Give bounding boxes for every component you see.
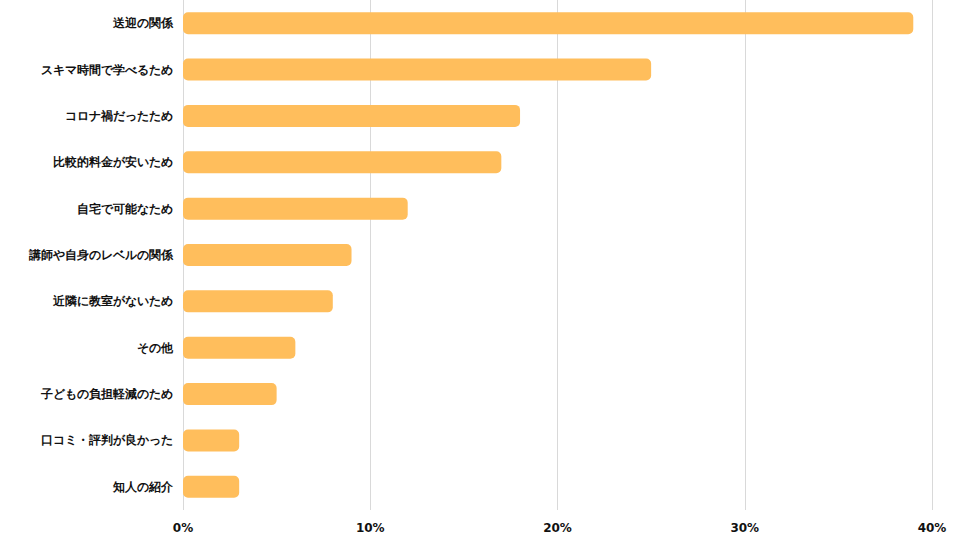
svg-text:10%: 10%	[356, 521, 385, 535]
svg-text:0%: 0%	[173, 521, 193, 535]
svg-text:自宅で可能なため: 自宅で可能なため	[77, 202, 173, 216]
svg-text:子どもの負担軽減のため: 子どもの負担軽減のため	[40, 387, 173, 401]
svg-text:40%: 40%	[918, 521, 947, 535]
svg-text:スキマ時間で学べるため: スキマ時間で学べるため	[41, 63, 173, 77]
svg-text:近隣に教室がないため: 近隣に教室がないため	[52, 294, 173, 308]
svg-text:送迎の関係: 送迎の関係	[112, 16, 174, 30]
svg-text:その他: その他	[137, 341, 174, 355]
svg-text:コロナ禍だったため: コロナ禍だったため	[65, 109, 173, 123]
svg-text:比較的料金が安いため: 比較的料金が安いため	[53, 155, 173, 169]
svg-text:口コミ・評判が良かった: 口コミ・評判が良かった	[41, 433, 173, 447]
svg-text:知人の紹介: 知人の紹介	[112, 480, 174, 494]
svg-text:30%: 30%	[730, 521, 759, 535]
svg-text:講師や自身のレベルの関係: 講師や自身のレベルの関係	[28, 248, 174, 262]
svg-text:20%: 20%	[543, 521, 572, 535]
